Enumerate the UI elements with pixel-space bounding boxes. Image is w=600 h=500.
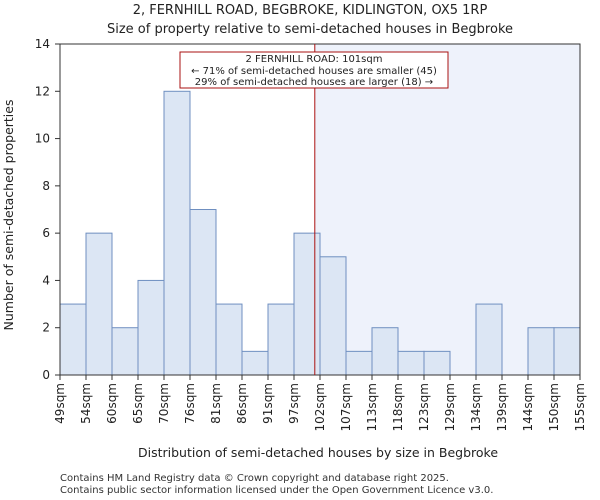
bar-49sqm bbox=[59, 303, 87, 376]
x-tick-label: 65sqm bbox=[131, 383, 145, 424]
y-axis: 0 2 4 6 8 10 12 14 bbox=[35, 37, 60, 382]
x-tick-label: 107sqm bbox=[339, 383, 353, 431]
chart-title: 2, FERNHILL ROAD, BEGBROKE, KIDLINGTON, … bbox=[133, 3, 488, 18]
x-tick-label: 150sqm bbox=[547, 383, 561, 431]
bar-65sqm bbox=[137, 279, 165, 376]
x-tick-label: 118sqm bbox=[391, 383, 405, 431]
x-tick-label: 155sqm bbox=[573, 383, 587, 431]
bar-118sqm bbox=[397, 350, 425, 376]
bar-113sqm bbox=[371, 327, 399, 376]
x-tick-label: 76sqm bbox=[183, 383, 197, 424]
x-tick-label: 81sqm bbox=[209, 383, 223, 424]
footer-line-1: Contains HM Land Registry data © Crown c… bbox=[60, 473, 449, 484]
x-tick-label: 102sqm bbox=[313, 383, 327, 431]
x-tick-label: 123sqm bbox=[417, 383, 431, 431]
y-axis-label: Number of semi-detached properties bbox=[1, 100, 16, 331]
y-tick-label: 6 bbox=[42, 226, 50, 240]
bar-144sqm bbox=[527, 327, 555, 376]
y-tick-label: 0 bbox=[42, 368, 50, 382]
larger-region bbox=[314, 44, 580, 375]
y-tick-label: 8 bbox=[42, 179, 50, 193]
annotation-box bbox=[179, 51, 449, 89]
x-tick-label: 113sqm bbox=[365, 383, 379, 431]
x-axis-label: Distribution of semi-detached houses by … bbox=[138, 445, 498, 460]
y-tick-label: 12 bbox=[35, 84, 50, 98]
bar-102sqm bbox=[319, 256, 347, 376]
x-tick-label: 70sqm bbox=[157, 383, 171, 424]
bar-91sqm bbox=[267, 303, 295, 376]
bar-97sqm bbox=[293, 232, 321, 376]
x-tick-label: 86sqm bbox=[235, 383, 249, 424]
bar-134sqm bbox=[475, 303, 503, 376]
bar-123sqm bbox=[423, 350, 451, 376]
bar-54sqm bbox=[85, 232, 113, 376]
annotation-line-1: 2 FERNHILL ROAD: 101sqm bbox=[246, 54, 383, 65]
x-tick-label: 97sqm bbox=[287, 383, 301, 424]
bar-107sqm bbox=[345, 350, 373, 376]
x-tick-label: 129sqm bbox=[443, 383, 457, 431]
chart-subtitle: Size of property relative to semi-detach… bbox=[107, 22, 513, 37]
y-tick-label: 2 bbox=[42, 321, 50, 335]
y-tick-label: 4 bbox=[42, 273, 50, 287]
x-tick-label: 144sqm bbox=[521, 383, 535, 431]
x-axis: 49sqm 54sqm 60sqm 65sqm 70sqm 76sqm 81sqm 86sqm… bbox=[53, 375, 587, 431]
annotation-line-2: ← 71% of semi-detached houses are smalle… bbox=[191, 66, 437, 77]
x-tick-label: 49sqm bbox=[53, 383, 67, 424]
bar-76sqm bbox=[189, 209, 217, 376]
bar-70sqm bbox=[163, 90, 191, 376]
y-tick-label: 10 bbox=[35, 132, 50, 146]
y-tick-label: 14 bbox=[35, 37, 50, 51]
bar-81sqm bbox=[215, 303, 243, 376]
x-tick-label: 139sqm bbox=[495, 383, 509, 431]
bar-60sqm bbox=[111, 327, 139, 376]
footer-line-2: Contains public sector information licen… bbox=[60, 485, 493, 496]
plot-frame bbox=[59, 43, 581, 376]
x-tick-label: 60sqm bbox=[105, 383, 119, 424]
x-tick-label: 134sqm bbox=[469, 383, 483, 431]
bars bbox=[59, 90, 581, 376]
x-tick-label: 91sqm bbox=[261, 383, 275, 424]
bar-86sqm bbox=[241, 350, 269, 376]
annotation-line-3: 29% of semi-detached houses are larger (… bbox=[195, 77, 433, 88]
bar-150sqm bbox=[553, 327, 581, 376]
x-tick-label: 54sqm bbox=[79, 383, 93, 424]
